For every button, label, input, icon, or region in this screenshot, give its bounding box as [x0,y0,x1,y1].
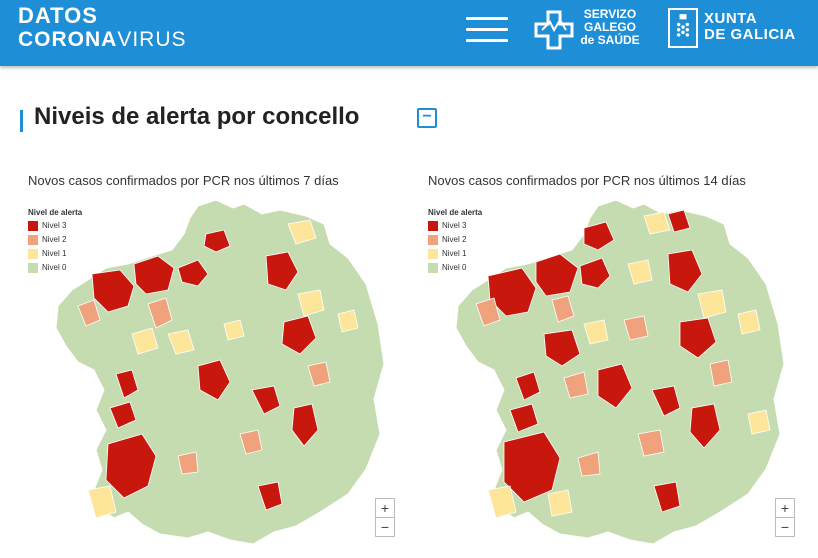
legend-item-nivel0: Nivel 0 [428,262,482,276]
xunta-line-2: DE GALICIA [704,26,796,43]
galicia-choropleth-map[interactable] [448,194,793,549]
legend-item-nivel1: Nivel 1 [28,248,82,262]
map-legend: Nivel de alerta Nivel 3 Nivel 2 Nivel 1 … [428,208,482,276]
zoom-in-button[interactable]: + [775,498,795,518]
heading-accent-bar [20,110,23,132]
hamburger-menu-icon[interactable] [466,15,508,45]
collapse-section-button[interactable]: − [417,108,437,128]
legend-item-nivel0: Nivel 0 [28,262,82,276]
map-title-7-days: Novos casos confirmados por PCR nos últi… [28,173,339,188]
legend-swatch [28,235,38,245]
legend-label: Nivel 2 [42,235,67,244]
legend-item-nivel3: Nivel 3 [28,220,82,234]
legend-title: Nivel de alerta [28,208,83,217]
map-title-14-days: Novos casos confirmados por PCR nos últi… [428,173,746,188]
legend-item-nivel2: Nivel 2 [28,234,82,248]
top-header-bar: DATOS CORONAVIRUS SERVIZO GALEGO de SAÚD… [0,0,818,66]
legend-label: Nivel 0 [42,263,67,272]
sgs-text: SERVIZO GALEGO de SAÚDE [580,8,640,47]
legend-swatch [428,221,438,231]
legend-swatch [428,263,438,273]
legend-label: Nivel 3 [442,221,467,230]
legend-label: Nivel 3 [42,221,67,230]
legend-swatch [28,249,38,259]
legend-swatch [28,263,38,273]
brand-virus: VIRUS [117,28,187,51]
map-panel-14-days: Novos casos confirmados por PCR nos últi… [420,168,800,553]
legend-swatch [428,235,438,245]
zoom-out-button[interactable]: − [375,518,395,537]
legend-item-nivel2: Nivel 2 [428,234,482,248]
xunta-shield-icon [668,8,698,48]
legend-swatch [428,249,438,259]
legend-label: Nivel 0 [442,263,467,272]
map-legend: Nivel de alerta Nivel 3 Nivel 2 Nivel 1 … [28,208,82,276]
legend-label: Nivel 1 [42,249,67,258]
zoom-out-button[interactable]: − [775,518,795,537]
page-title: Niveis de alerta por concello [34,103,360,130]
zoom-controls: + − [775,498,795,537]
legend-label: Nivel 2 [442,235,467,244]
legend-item-nivel1: Nivel 1 [428,248,482,262]
sgs-line-2: GALEGO [583,20,636,34]
health-cross-icon [534,10,574,50]
sgs-line-3: de SAÚDE [580,33,640,47]
galicia-choropleth-map[interactable] [48,194,393,549]
sgs-line-1: SERVIZO [583,7,637,21]
brand-line1: DATOS [18,3,98,28]
xunta-text: XUNTA DE GALICIA [704,11,796,43]
datos-coronavirus-logo[interactable]: DATOS CORONAVIRUS [18,3,187,51]
legend-swatch [28,221,38,231]
zoom-controls: + − [375,498,395,537]
brand-line2: CORONAVIRUS [18,29,187,50]
legend-title: Nivel de alerta [428,208,483,217]
brand-corona: CORONA [18,28,118,51]
legend-label: Nivel 1 [442,249,467,258]
legend-item-nivel3: Nivel 3 [428,220,482,234]
xunta-line-1: XUNTA [704,10,758,27]
zoom-in-button[interactable]: + [375,498,395,518]
map-panel-7-days: Novos casos confirmados por PCR nos últi… [20,168,400,553]
